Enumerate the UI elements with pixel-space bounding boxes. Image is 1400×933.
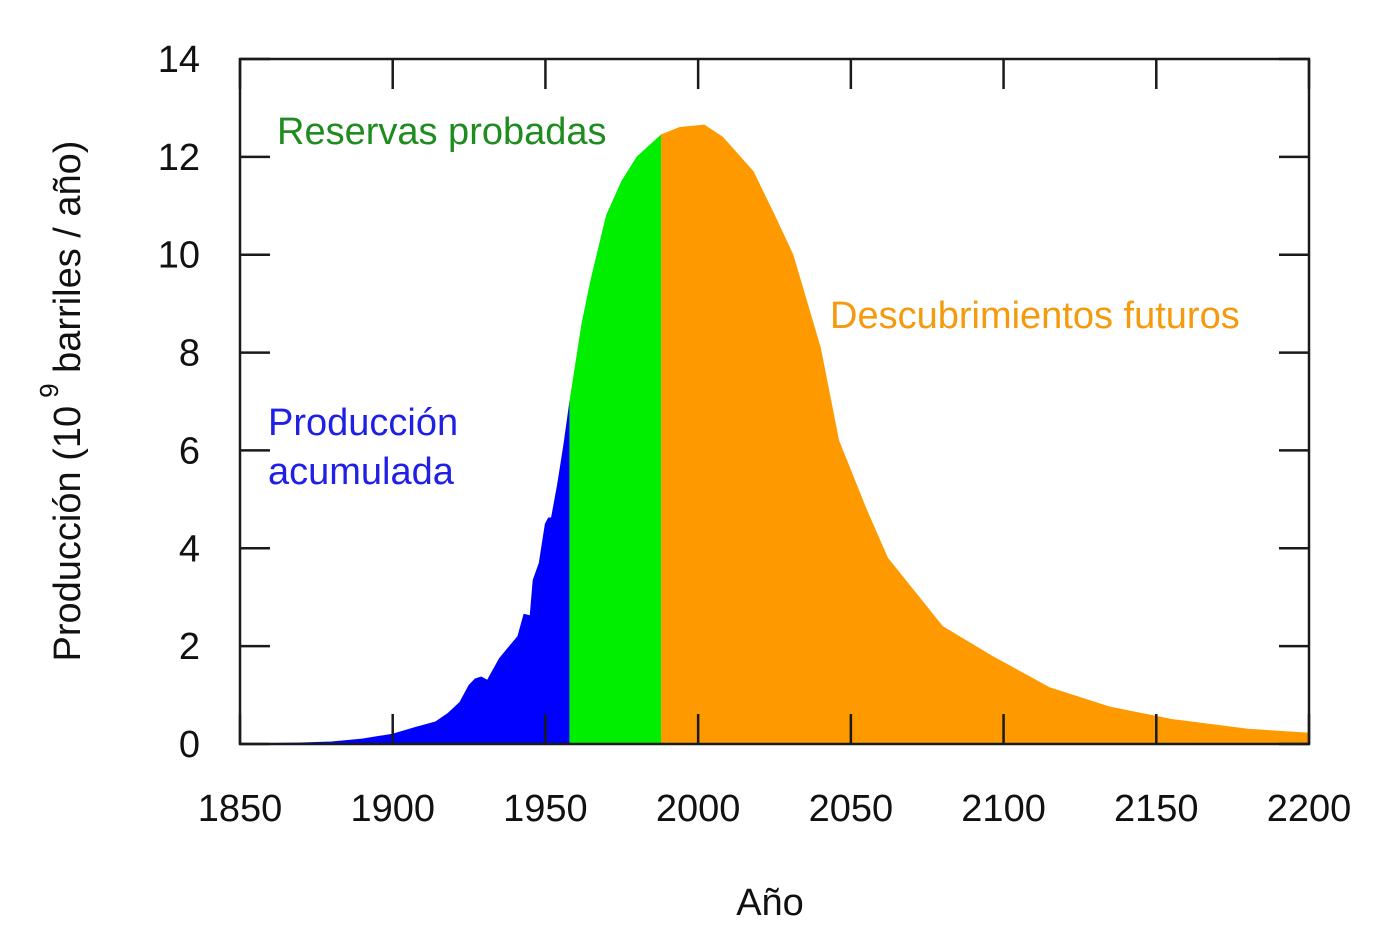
tick-layer <box>238 57 1311 746</box>
x-tick-label: 2100 <box>961 788 1046 830</box>
y-tick-label: 8 <box>179 333 200 375</box>
x-tick-label: 1850 <box>198 788 283 830</box>
y-axis-label-main: Producción (10 <box>47 406 89 662</box>
area-descubrimientos-futuros <box>661 124 1310 745</box>
y-tick-label: 6 <box>179 430 200 472</box>
x-tick-label: 2150 <box>1114 788 1199 830</box>
y-axis-label-tail: barriles / año) <box>47 141 89 384</box>
x-tick-label: 2200 <box>1267 788 1352 830</box>
y-tick-label: 12 <box>158 137 200 179</box>
label-produccion-acumulada: Producción acumulada <box>268 402 469 493</box>
x-tick-label: 2000 <box>656 788 741 830</box>
area-reservas-probadas <box>569 133 662 745</box>
x-tick-label: 2050 <box>809 788 894 830</box>
x-axis-label: Año <box>736 882 804 924</box>
area-produccion-acumulada <box>239 401 571 745</box>
plot-frame <box>238 57 1311 746</box>
label-reservas-probadas: Reservas probadas <box>277 111 607 153</box>
label-produccion-line2: acumulada <box>268 451 455 493</box>
x-tick-label: 1950 <box>503 788 588 830</box>
y-tick-label: 4 <box>179 528 200 570</box>
y-tick-label: 0 <box>179 724 200 766</box>
x-tick-label: 1900 <box>350 788 435 830</box>
y-tick-label: 10 <box>158 235 200 277</box>
y-axis-label: Producción (10 9 barriles / año) <box>34 141 89 662</box>
y-axis-label-exponent: 9 <box>34 383 64 397</box>
label-descubrimientos-futuros: Descubrimientos futuros <box>830 295 1240 337</box>
tick-label-layer: 1850 1900 1950 2000 2050 2100 2150 2200 0 2 4 6 8 10 1… <box>158 39 1352 830</box>
y-tick-label: 14 <box>158 39 200 81</box>
area-layer <box>239 124 1310 745</box>
label-produccion-line1: Producción <box>268 402 458 444</box>
y-tick-label: 2 <box>179 626 200 668</box>
